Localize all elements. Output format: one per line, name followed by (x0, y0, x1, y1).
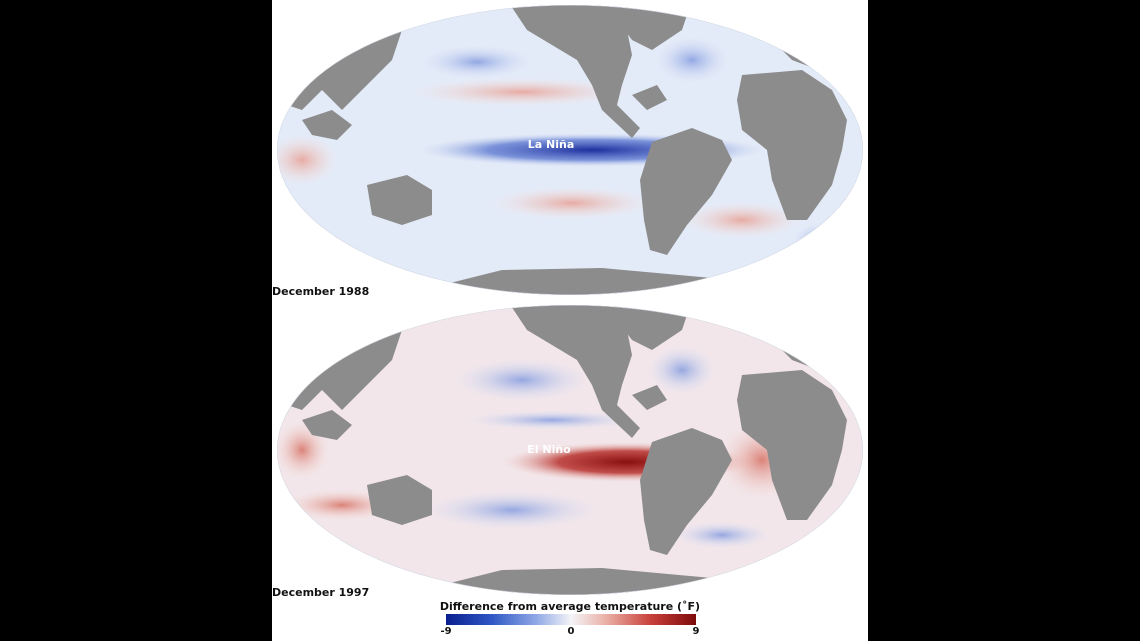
annotation-1988: La Niña (528, 138, 575, 151)
date-label-1997: December 1997 (272, 586, 370, 599)
figure-panel: La Niña December 1988 (272, 0, 868, 641)
annotation-1997: El Niño (527, 443, 571, 456)
legend-tick-mid: 0 (567, 626, 575, 637)
world-map-1988: La Niña (277, 5, 863, 295)
legend-tick-min: -9 (440, 626, 452, 637)
world-map-1997: El Niño (277, 305, 863, 595)
legend-tick-max: 9 (692, 626, 700, 637)
date-label-1988: December 1988 (272, 285, 370, 298)
legend-color-bar (446, 614, 696, 625)
legend-title: Difference from average temperature (˚F) (439, 600, 701, 613)
